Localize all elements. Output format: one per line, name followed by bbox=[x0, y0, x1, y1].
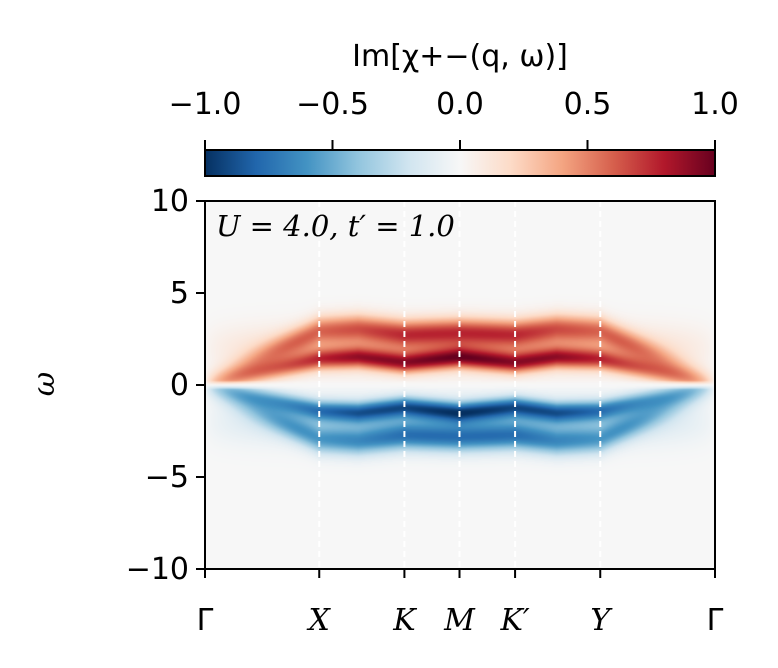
y-axis-ticks: 10 5 0 −5 −10 bbox=[126, 184, 205, 587]
colorbar-label: Im[χ+−(q, ω)] bbox=[352, 39, 568, 74]
x-tick-label: Γ bbox=[197, 603, 214, 638]
y-tick-label: −10 bbox=[126, 552, 189, 587]
colorbar bbox=[204, 149, 716, 177]
colorbar-tick-label: −0.5 bbox=[296, 87, 369, 122]
colorbar-ticks: −1.0 −0.5 0.0 0.5 1.0 bbox=[169, 87, 739, 150]
y-tick-label: −5 bbox=[145, 460, 189, 495]
path-markers bbox=[318, 201, 602, 569]
x-tick-label: K bbox=[392, 603, 417, 638]
y-tick-label: 10 bbox=[151, 184, 189, 219]
x-axis-ticks: Γ X K M K′ Y Γ bbox=[197, 569, 724, 638]
x-tick-label: M bbox=[443, 603, 476, 638]
colorbar-tick-label: 0.5 bbox=[564, 87, 612, 122]
y-tick-label: 5 bbox=[170, 276, 189, 311]
x-tick-label: K′ bbox=[499, 603, 529, 638]
parameter-annotation: U = 4.0, t′ = 1.0 bbox=[216, 209, 455, 243]
colorbar-tick-label: 1.0 bbox=[691, 87, 739, 122]
x-tick-label: Y bbox=[590, 603, 613, 638]
y-axis-label: ω bbox=[27, 372, 62, 396]
y-tick-label: 0 bbox=[170, 368, 189, 403]
colorbar-tick-label: −1.0 bbox=[169, 87, 242, 122]
colorbar-tick-label: 0.0 bbox=[436, 87, 484, 122]
x-tick-label: Γ bbox=[707, 603, 724, 638]
x-tick-label: X bbox=[307, 603, 332, 638]
